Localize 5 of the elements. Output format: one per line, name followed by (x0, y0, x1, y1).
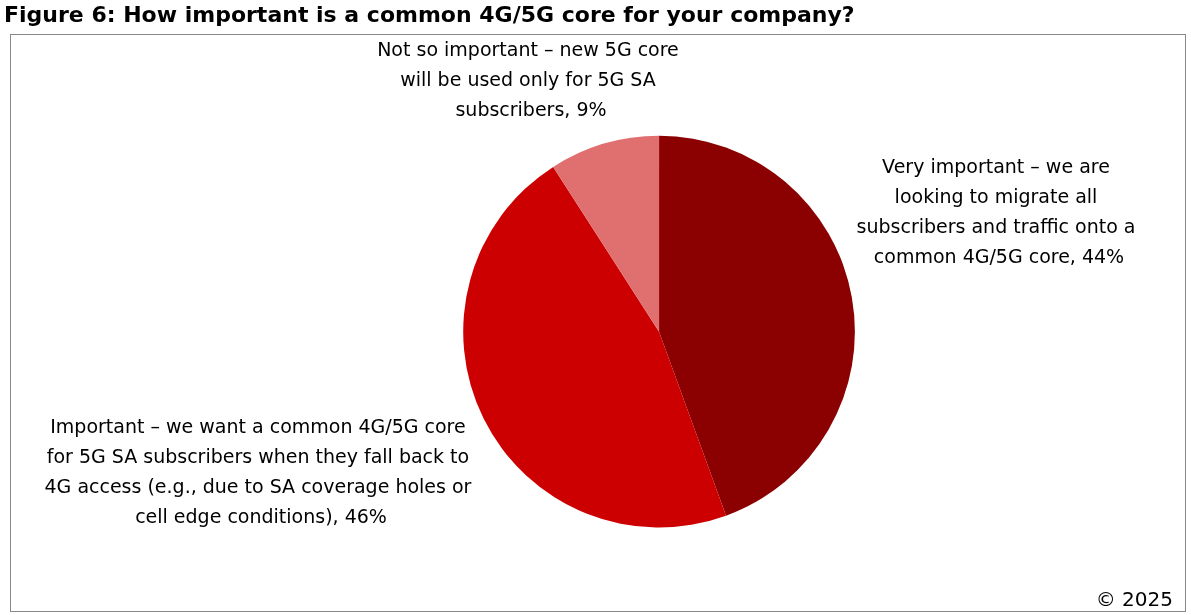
slice-label: Important – we want a common 4G/5G core for 5G SA subscribers when they fall back to 4G access (e.g., due to SA coverage holes or cell edge conditions), 46% (44, 415, 478, 527)
text: © 2025 (1095, 587, 1174, 611)
slice-label: Not so important – new 5G core will be used only for 5G SA subscribers, 9% (377, 38, 685, 120)
chart-title: Figure 6: How important is a common 4G/5G core for your company? (4, 2, 855, 27)
slice-label: Very important – we are looking to migrate all subscribers and traffic onto a common 4G/5G core, 44% (856, 155, 1142, 267)
